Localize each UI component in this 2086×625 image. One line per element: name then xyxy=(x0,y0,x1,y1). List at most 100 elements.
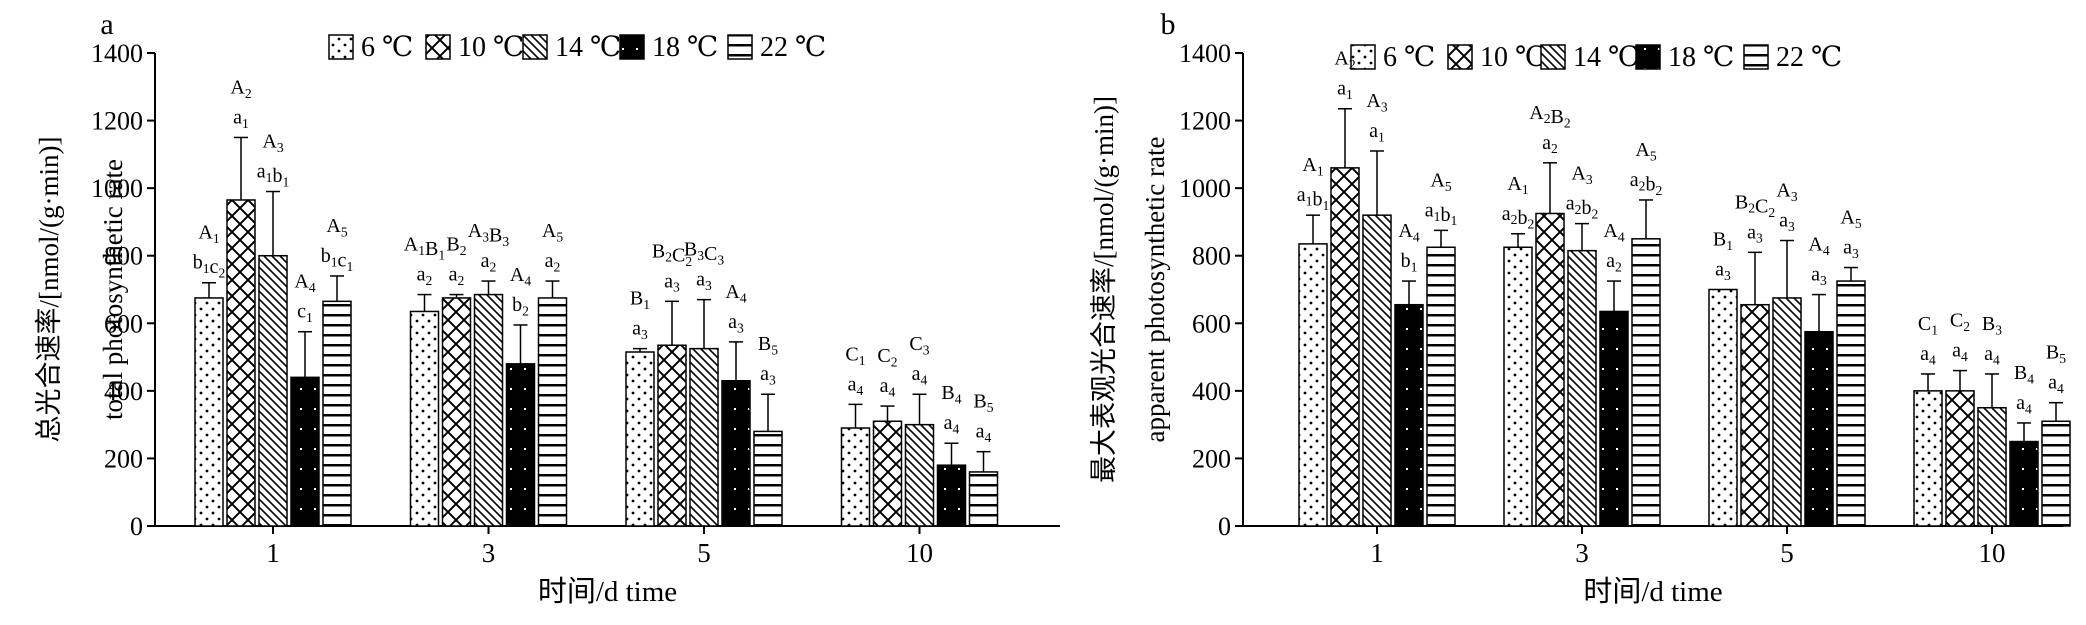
bar xyxy=(1708,288,1738,527)
annotation-upper: B1 xyxy=(630,288,650,312)
legend-swatch xyxy=(328,34,354,60)
y-tick-label: 400 xyxy=(104,377,143,406)
y-axis-label-cn: 总光合速率/[nmol/(g·min)] xyxy=(34,137,64,443)
y-tick-label: 0 xyxy=(130,512,143,541)
bar xyxy=(840,427,871,527)
annotation-upper: B4 xyxy=(2014,362,2034,386)
annotation-lower: a4 xyxy=(912,363,928,387)
bar xyxy=(1362,214,1392,527)
bar xyxy=(505,363,536,527)
annotation-lower: a4 xyxy=(848,373,864,397)
legend-entry: 10 ℃ xyxy=(1480,42,1546,73)
bar xyxy=(1945,390,1975,527)
panel-label: a xyxy=(100,8,113,41)
annotation-lower: b1c1 xyxy=(321,245,353,274)
legend-entry: 6 ℃ xyxy=(361,32,413,63)
legend-entry: 14 ℃ xyxy=(1573,42,1639,73)
annotation-upper: A4 xyxy=(1603,220,1624,244)
bar xyxy=(409,310,440,527)
annotation-upper: C1 xyxy=(845,343,865,367)
legend-entry: 22 ℃ xyxy=(760,32,826,63)
y-tick-label: 800 xyxy=(104,242,143,271)
x-axis-label: 时间/d time xyxy=(1583,575,1722,608)
annotation-lower: a2 xyxy=(417,264,433,288)
annotation-upper: B1 xyxy=(1713,229,1733,253)
annotation-upper: A1B1 xyxy=(404,234,445,263)
legend-swatch xyxy=(1540,44,1566,70)
y-axis-label-en: apparent photosynthetic rate xyxy=(1140,137,1170,443)
annotation-lower: a4 xyxy=(944,412,960,436)
annotation-lower: a3 xyxy=(1747,221,1763,245)
annotation-lower: b2 xyxy=(512,294,529,318)
annotation-upper: A4 xyxy=(294,271,315,295)
legend-entry: 22 ℃ xyxy=(1776,42,1842,73)
annotation-upper: A1 xyxy=(198,222,219,246)
annotation-upper: B2C2 xyxy=(652,240,692,269)
annotation-lower: a4 xyxy=(2048,372,2064,396)
y-tick-label: 1200 xyxy=(1179,107,1231,136)
x-tick-label: 5 xyxy=(697,538,711,568)
legend-swatch xyxy=(522,34,548,60)
annotation-lower: a2 xyxy=(1542,132,1558,156)
legend-swatch xyxy=(619,34,645,60)
bar xyxy=(1567,249,1597,527)
annotation-lower: a2 xyxy=(449,264,465,288)
y-tick-label: 200 xyxy=(104,444,143,473)
annotation-upper: A2B2 xyxy=(1529,102,1571,131)
annotation-lower: a1b1 xyxy=(1297,184,1329,213)
annotation-lower: a1 xyxy=(1337,78,1353,102)
bar xyxy=(441,297,472,527)
annotation-upper: B2 xyxy=(446,234,466,258)
bar xyxy=(1740,303,1770,527)
annotation-upper: A4 xyxy=(1808,234,1829,258)
annotation-upper: A5 xyxy=(542,220,563,244)
annotation-upper: B5 xyxy=(758,333,778,357)
annotation-upper: B4 xyxy=(941,382,961,406)
annotation-lower: a2b2 xyxy=(1630,169,1663,198)
legend-entry: 18 ℃ xyxy=(1668,42,1734,73)
annotation-upper: B3 xyxy=(1982,313,2002,337)
legend-entry: 10 ℃ xyxy=(458,32,524,63)
y-tick-label: 200 xyxy=(1192,444,1231,473)
annotation-lower: a3 xyxy=(760,363,776,387)
y-tick-label: 1400 xyxy=(1179,39,1231,68)
annotation-upper: A3 xyxy=(262,131,283,155)
y-tick-label: 1000 xyxy=(1179,174,1231,203)
annotation-lower: a2b2 xyxy=(1502,203,1535,232)
x-tick-label: 10 xyxy=(1979,538,2006,568)
annotation-upper: A4 xyxy=(1398,220,1419,244)
annotation-upper: A3 xyxy=(1366,90,1387,114)
bar xyxy=(2009,440,2039,527)
annotation-upper: A5 xyxy=(1840,207,1861,231)
y-tick-label: 400 xyxy=(1192,377,1231,406)
annotation-upper: C2 xyxy=(877,345,897,369)
bar xyxy=(194,297,224,527)
panel-b: b 0 200 400 600 800 1000 1200 1400 最大表观光合速率/[nmol… xyxy=(1089,8,2071,608)
annotation-lower: c1 xyxy=(297,301,313,325)
bar xyxy=(936,464,967,527)
panel-a: a 0 200 400 600 800 1000 1200 1400 总光合速率/[nmol/(g… xyxy=(34,8,1060,608)
legend-swatch xyxy=(1743,44,1769,70)
y-tick-label: 1400 xyxy=(91,39,143,68)
bar xyxy=(1394,303,1424,527)
legend-swatch xyxy=(1447,44,1473,70)
x-tick-label: 1 xyxy=(1370,538,1384,568)
y-axis-label-en: total photosynthetic rate xyxy=(98,159,128,420)
annotation-lower: a3 xyxy=(632,318,648,342)
annotation-upper: A4 xyxy=(725,281,746,305)
x-axis-label: 时间/d time xyxy=(538,575,677,608)
legend-entry: 14 ℃ xyxy=(555,32,621,63)
panel-label: b xyxy=(1161,8,1176,41)
annotation-lower: a1b1 xyxy=(1425,199,1457,228)
annotation-upper: A3 xyxy=(1571,163,1592,187)
bar xyxy=(1804,330,1834,527)
annotation-upper: A4 xyxy=(510,264,531,288)
bar xyxy=(904,423,935,527)
annotation-upper: A5 xyxy=(326,215,347,239)
bar xyxy=(1330,167,1360,527)
x-tick-label: 1 xyxy=(266,538,280,568)
annotation-lower: a4 xyxy=(2016,392,2032,416)
bar xyxy=(1298,243,1328,527)
annotation-lower: a3 xyxy=(1715,259,1731,283)
